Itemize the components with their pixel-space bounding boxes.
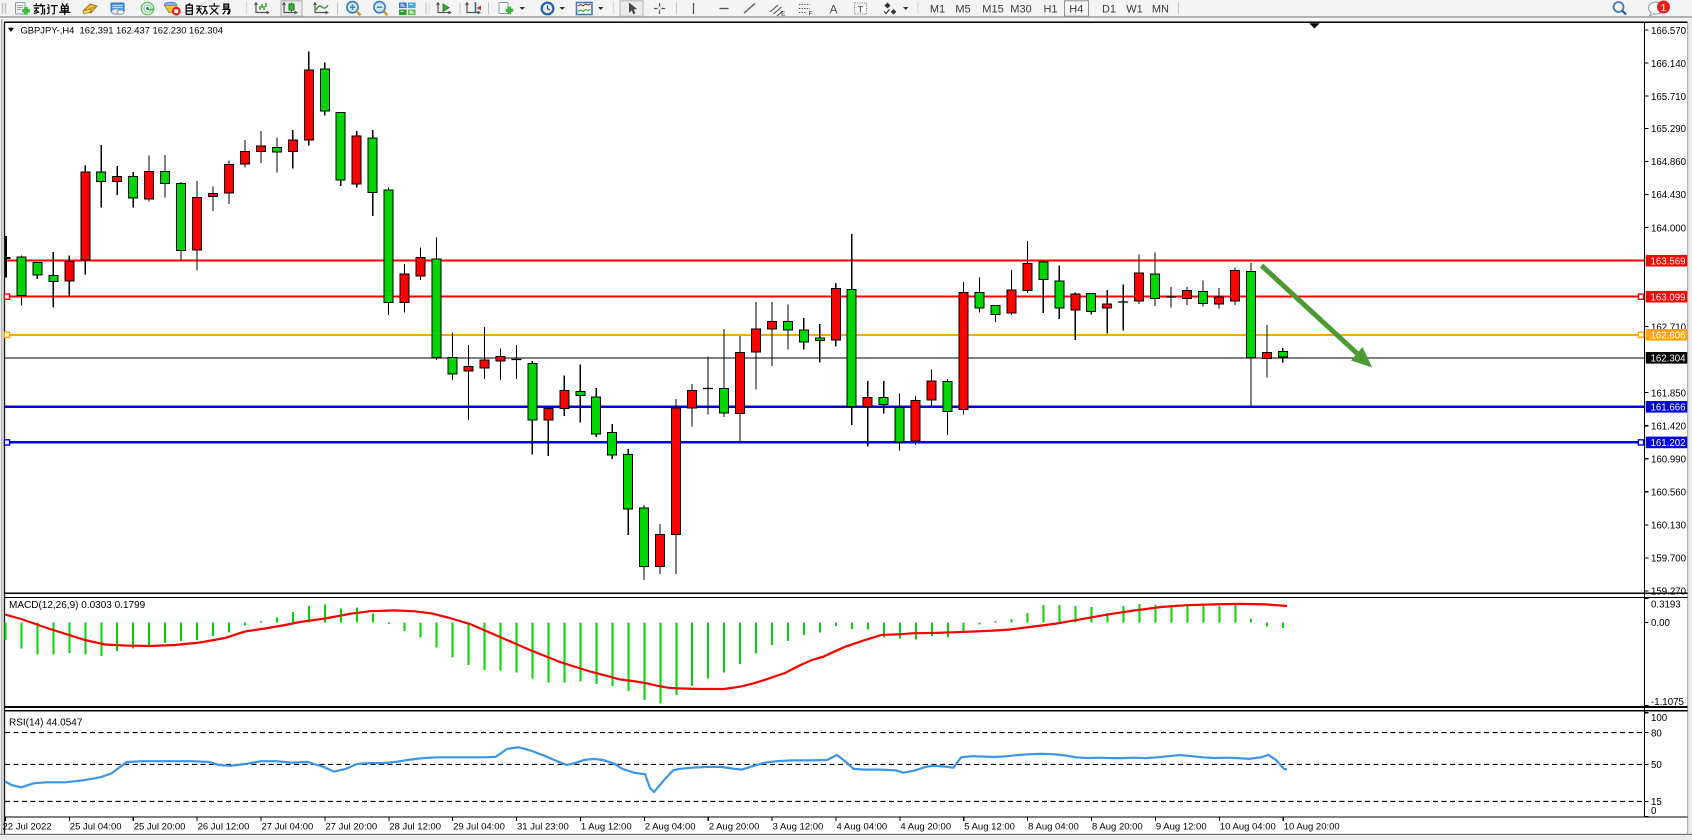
svg-text:165.290: 165.290	[1651, 124, 1687, 135]
svg-text:E: E	[781, 11, 786, 18]
svg-text:H4: H4	[1069, 3, 1083, 15]
svg-text:H1: H1	[1043, 3, 1057, 15]
svg-text:2 Aug 04:00: 2 Aug 04:00	[645, 822, 696, 833]
svg-text:-1.1075: -1.1075	[1651, 697, 1684, 708]
svg-text:159.700: 159.700	[1651, 554, 1687, 565]
svg-text:8 Aug 04:00: 8 Aug 04:00	[1028, 822, 1079, 833]
svg-text:160.130: 160.130	[1651, 521, 1687, 532]
svg-text:164.860: 164.860	[1651, 157, 1687, 168]
svg-text:166.570: 166.570	[1651, 26, 1687, 37]
svg-text:T: T	[858, 5, 864, 16]
svg-text:160.990: 160.990	[1651, 455, 1687, 466]
svg-text:10 Aug 04:00: 10 Aug 04:00	[1220, 822, 1276, 833]
svg-text:10 Aug 20:00: 10 Aug 20:00	[1284, 822, 1340, 833]
svg-text:50: 50	[1651, 760, 1662, 771]
svg-text:163.099: 163.099	[1651, 293, 1686, 304]
svg-text:1: 1	[1661, 2, 1667, 14]
svg-text:M15: M15	[982, 3, 1003, 15]
svg-text:0.00: 0.00	[1651, 618, 1670, 629]
svg-text:27 Jul 20:00: 27 Jul 20:00	[325, 822, 377, 833]
svg-text:161.666: 161.666	[1651, 403, 1686, 414]
svg-text:165.710: 165.710	[1651, 92, 1687, 103]
svg-text:9 Aug 12:00: 9 Aug 12:00	[1156, 822, 1207, 833]
svg-text:15: 15	[1651, 797, 1662, 808]
svg-text:M5: M5	[955, 3, 970, 15]
svg-text:164.000: 164.000	[1651, 223, 1687, 234]
svg-text:160.560: 160.560	[1651, 488, 1687, 499]
svg-text:161.850: 161.850	[1651, 388, 1687, 399]
svg-text:162.710: 162.710	[1651, 322, 1687, 333]
svg-text:4 Aug 20:00: 4 Aug 20:00	[900, 822, 951, 833]
svg-text:161.420: 161.420	[1651, 422, 1687, 433]
svg-text:28 Jul 12:00: 28 Jul 12:00	[389, 822, 441, 833]
svg-text:164.430: 164.430	[1651, 190, 1687, 201]
svg-text:1 Aug 12:00: 1 Aug 12:00	[581, 822, 632, 833]
svg-text:159.270: 159.270	[1651, 587, 1687, 598]
svg-text:27 Jul 04:00: 27 Jul 04:00	[262, 822, 314, 833]
svg-text:MACD(12,26,9) 0.0303 0.1799: MACD(12,26,9) 0.0303 0.1799	[9, 600, 146, 611]
svg-text:W1: W1	[1126, 3, 1143, 15]
svg-text:26 Jul 12:00: 26 Jul 12:00	[198, 822, 250, 833]
svg-text:162.304: 162.304	[1651, 354, 1687, 365]
svg-text:M30: M30	[1010, 3, 1031, 15]
svg-text:29 Jul 04:00: 29 Jul 04:00	[453, 822, 505, 833]
svg-text:80: 80	[1651, 728, 1662, 739]
svg-text:2 Aug 20:00: 2 Aug 20:00	[709, 822, 760, 833]
svg-text:D1: D1	[1102, 3, 1116, 15]
svg-text:3 Aug 12:00: 3 Aug 12:00	[773, 822, 824, 833]
svg-text:0.3193: 0.3193	[1651, 599, 1681, 610]
svg-text:8 Aug 20:00: 8 Aug 20:00	[1092, 822, 1143, 833]
svg-text:161.202: 161.202	[1651, 438, 1686, 449]
svg-text:0: 0	[1651, 806, 1657, 817]
svg-text:5 Aug 12:00: 5 Aug 12:00	[964, 822, 1015, 833]
svg-text:22 Jul 2022: 22 Jul 2022	[3, 822, 52, 833]
svg-text:GBPJPY-,H4 162.391 162.437 16: GBPJPY-,H4 162.391 162.437 162.230 162.3…	[21, 24, 223, 35]
svg-text:F: F	[809, 11, 813, 18]
svg-text:A: A	[830, 3, 838, 17]
svg-text:162.606: 162.606	[1651, 331, 1686, 342]
svg-text:166.140: 166.140	[1651, 59, 1687, 70]
svg-text:MN: MN	[1152, 3, 1169, 15]
svg-text:163.569: 163.569	[1651, 257, 1686, 268]
svg-text:25 Jul 20:00: 25 Jul 20:00	[134, 822, 186, 833]
svg-text:M1: M1	[930, 3, 945, 15]
svg-text:100: 100	[1651, 713, 1668, 724]
svg-text:4 Aug 04:00: 4 Aug 04:00	[837, 822, 888, 833]
svg-text:25 Jul 04:00: 25 Jul 04:00	[70, 822, 122, 833]
svg-text:31 Jul 23:00: 31 Jul 23:00	[517, 822, 569, 833]
svg-text:RSI(14) 44.0547: RSI(14) 44.0547	[9, 717, 83, 728]
